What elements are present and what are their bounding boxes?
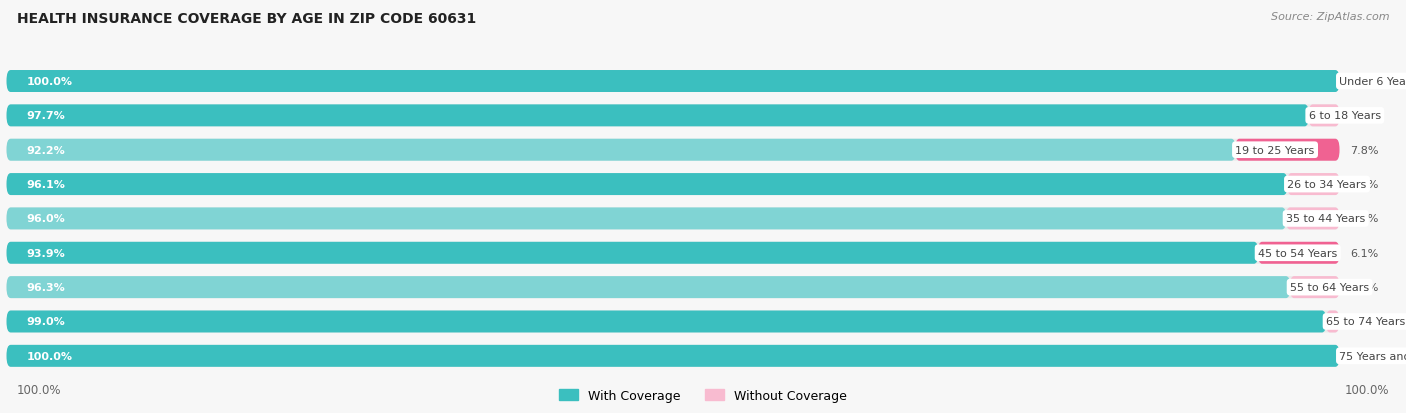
Text: 65 to 74 Years: 65 to 74 Years [1326, 317, 1405, 327]
FancyBboxPatch shape [1288, 173, 1340, 196]
Text: 96.0%: 96.0% [27, 214, 66, 224]
FancyBboxPatch shape [1289, 276, 1340, 299]
Text: 6 to 18 Years: 6 to 18 Years [1309, 111, 1381, 121]
Text: Source: ZipAtlas.com: Source: ZipAtlas.com [1271, 12, 1389, 22]
FancyBboxPatch shape [1309, 105, 1340, 127]
FancyBboxPatch shape [7, 311, 1340, 332]
Text: 55 to 64 Years: 55 to 64 Years [1291, 282, 1369, 292]
Text: 100.0%: 100.0% [1344, 384, 1389, 396]
Text: 0.0%: 0.0% [1350, 77, 1378, 87]
FancyBboxPatch shape [7, 208, 1286, 230]
FancyBboxPatch shape [7, 242, 1258, 264]
Text: 75 Years and older: 75 Years and older [1340, 351, 1406, 361]
Text: 100.0%: 100.0% [27, 351, 73, 361]
FancyBboxPatch shape [7, 173, 1340, 196]
Text: 45 to 54 Years: 45 to 54 Years [1258, 248, 1337, 258]
Text: 0.0%: 0.0% [1350, 351, 1378, 361]
Text: 92.2%: 92.2% [27, 145, 66, 155]
Text: 2.3%: 2.3% [1350, 111, 1378, 121]
Text: 100.0%: 100.0% [17, 384, 62, 396]
FancyBboxPatch shape [7, 173, 1288, 196]
FancyBboxPatch shape [7, 311, 1326, 332]
FancyBboxPatch shape [7, 242, 1340, 264]
FancyBboxPatch shape [7, 139, 1340, 161]
FancyBboxPatch shape [7, 71, 1340, 93]
FancyBboxPatch shape [7, 105, 1340, 127]
Text: 97.7%: 97.7% [27, 111, 66, 121]
FancyBboxPatch shape [1236, 139, 1340, 161]
Text: Under 6 Years: Under 6 Years [1340, 77, 1406, 87]
Text: 4.0%: 4.0% [1350, 214, 1378, 224]
Text: 3.9%: 3.9% [1350, 180, 1378, 190]
Text: 3.7%: 3.7% [1350, 282, 1378, 292]
FancyBboxPatch shape [7, 208, 1340, 230]
Legend: With Coverage, Without Coverage: With Coverage, Without Coverage [554, 384, 852, 407]
FancyBboxPatch shape [7, 276, 1291, 299]
Text: 6.1%: 6.1% [1350, 248, 1378, 258]
Text: 7.8%: 7.8% [1350, 145, 1378, 155]
FancyBboxPatch shape [7, 139, 1236, 161]
FancyBboxPatch shape [1258, 242, 1340, 264]
FancyBboxPatch shape [7, 345, 1340, 367]
FancyBboxPatch shape [1326, 311, 1340, 332]
Text: 100.0%: 100.0% [27, 77, 73, 87]
Text: 99.0%: 99.0% [27, 317, 66, 327]
Text: HEALTH INSURANCE COVERAGE BY AGE IN ZIP CODE 60631: HEALTH INSURANCE COVERAGE BY AGE IN ZIP … [17, 12, 477, 26]
FancyBboxPatch shape [7, 105, 1309, 127]
FancyBboxPatch shape [7, 71, 1340, 93]
Text: 96.1%: 96.1% [27, 180, 66, 190]
Text: 93.9%: 93.9% [27, 248, 66, 258]
Text: 35 to 44 Years: 35 to 44 Years [1286, 214, 1365, 224]
FancyBboxPatch shape [7, 276, 1340, 299]
Text: 19 to 25 Years: 19 to 25 Years [1236, 145, 1315, 155]
FancyBboxPatch shape [7, 345, 1340, 367]
FancyBboxPatch shape [1286, 208, 1340, 230]
Text: 26 to 34 Years: 26 to 34 Years [1288, 180, 1367, 190]
Text: 0.98%: 0.98% [1350, 317, 1385, 327]
Text: 96.3%: 96.3% [27, 282, 66, 292]
